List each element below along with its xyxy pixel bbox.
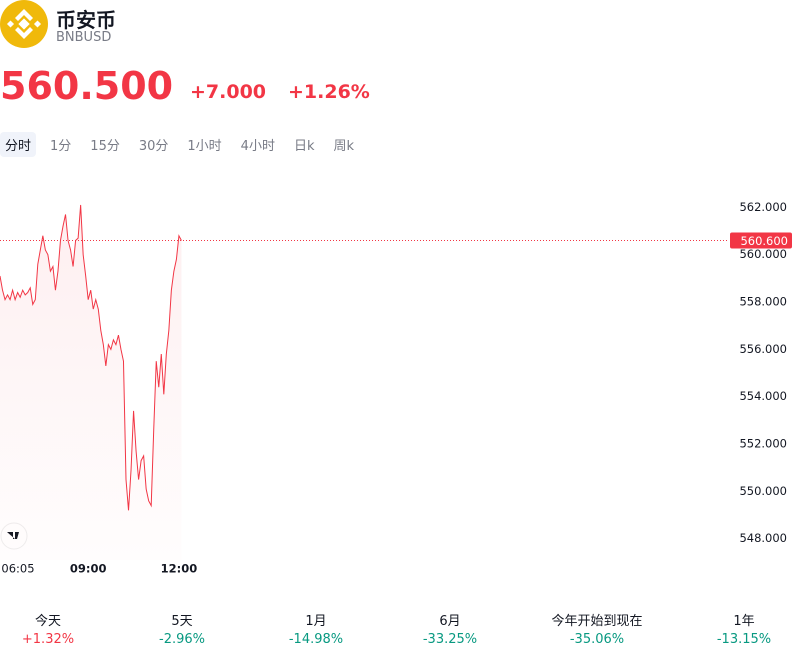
price: 560.500 <box>0 64 174 108</box>
timeframe-tab[interactable]: 1小时 <box>187 139 222 154</box>
y-tick-label: 562.000 <box>739 200 787 214</box>
x-tick-label: 06:05 <box>1 562 34 576</box>
timeframe-tab[interactable]: 15分 <box>90 139 120 154</box>
y-tick-label: 560.000 <box>739 247 787 261</box>
period-label: 1年 <box>733 614 755 629</box>
period-label: 6月 <box>439 614 461 629</box>
performance-item[interactable]: 6月 -33.25% <box>423 610 477 647</box>
x-tick-label: 09:00 <box>70 562 107 576</box>
period-change: -33.25% <box>422 632 478 647</box>
logo <box>0 0 48 48</box>
period-label: 5天 <box>171 614 193 629</box>
performance-item[interactable]: 1年 -13.15% <box>717 610 771 647</box>
timeframe-tab[interactable]: 周k <box>333 139 355 154</box>
timeframe-tab[interactable]: 1分 <box>50 139 72 154</box>
last-price-label: 560.600 <box>740 234 788 248</box>
y-tick-label: 552.000 <box>739 437 787 451</box>
performance-item[interactable]: 1月 -14.98% <box>289 610 343 647</box>
y-tick-label: 556.000 <box>739 342 787 356</box>
timeframe-tabs: 分时 1分 15分 30分 1小时 4小时 日k 周k <box>0 132 368 157</box>
timeframe-tab[interactable]: 分时 <box>0 132 37 157</box>
area <box>0 204 182 561</box>
y-tick-label: 548.000 <box>739 531 787 545</box>
period-label: 今天 <box>34 614 62 629</box>
last-price-box <box>730 232 792 249</box>
performance-item[interactable]: 今年开始到现在 -35.06% <box>551 610 642 647</box>
timeframe-tab[interactable]: 日k <box>293 139 315 154</box>
price-line <box>0 204 182 511</box>
y-tick-label: 554.000 <box>739 389 787 403</box>
period-change: +1.32% <box>21 632 75 647</box>
chart: 548.000 550.000 552.000 554.000 556.000 558.0… <box>0 200 792 576</box>
change-percent: +1.26% <box>288 81 370 103</box>
period-change: -2.96% <box>159 632 205 647</box>
timeframe-tab[interactable]: 4小时 <box>240 139 275 154</box>
asset-symbol: BNBUSD <box>56 30 112 45</box>
x-tick-label: 12:00 <box>161 562 198 576</box>
period-label: 今年开始到现在 <box>551 614 643 629</box>
performance-item[interactable]: 今天 +1.32% <box>22 610 74 647</box>
timeframe-tab[interactable]: 30分 <box>138 139 169 154</box>
asset-name: 币安币 <box>56 8 116 32</box>
y-tick-label: 550.000 <box>739 484 787 498</box>
period-label: 1月 <box>305 614 327 629</box>
period-change: -14.98% <box>288 632 344 647</box>
change: +7.000 <box>190 81 267 103</box>
performance-item[interactable]: 5天 -2.96% <box>159 610 205 647</box>
period-change: -35.06% <box>569 632 625 647</box>
y-tick-label: 558.000 <box>739 295 787 309</box>
period-change: -13.15% <box>716 632 772 647</box>
